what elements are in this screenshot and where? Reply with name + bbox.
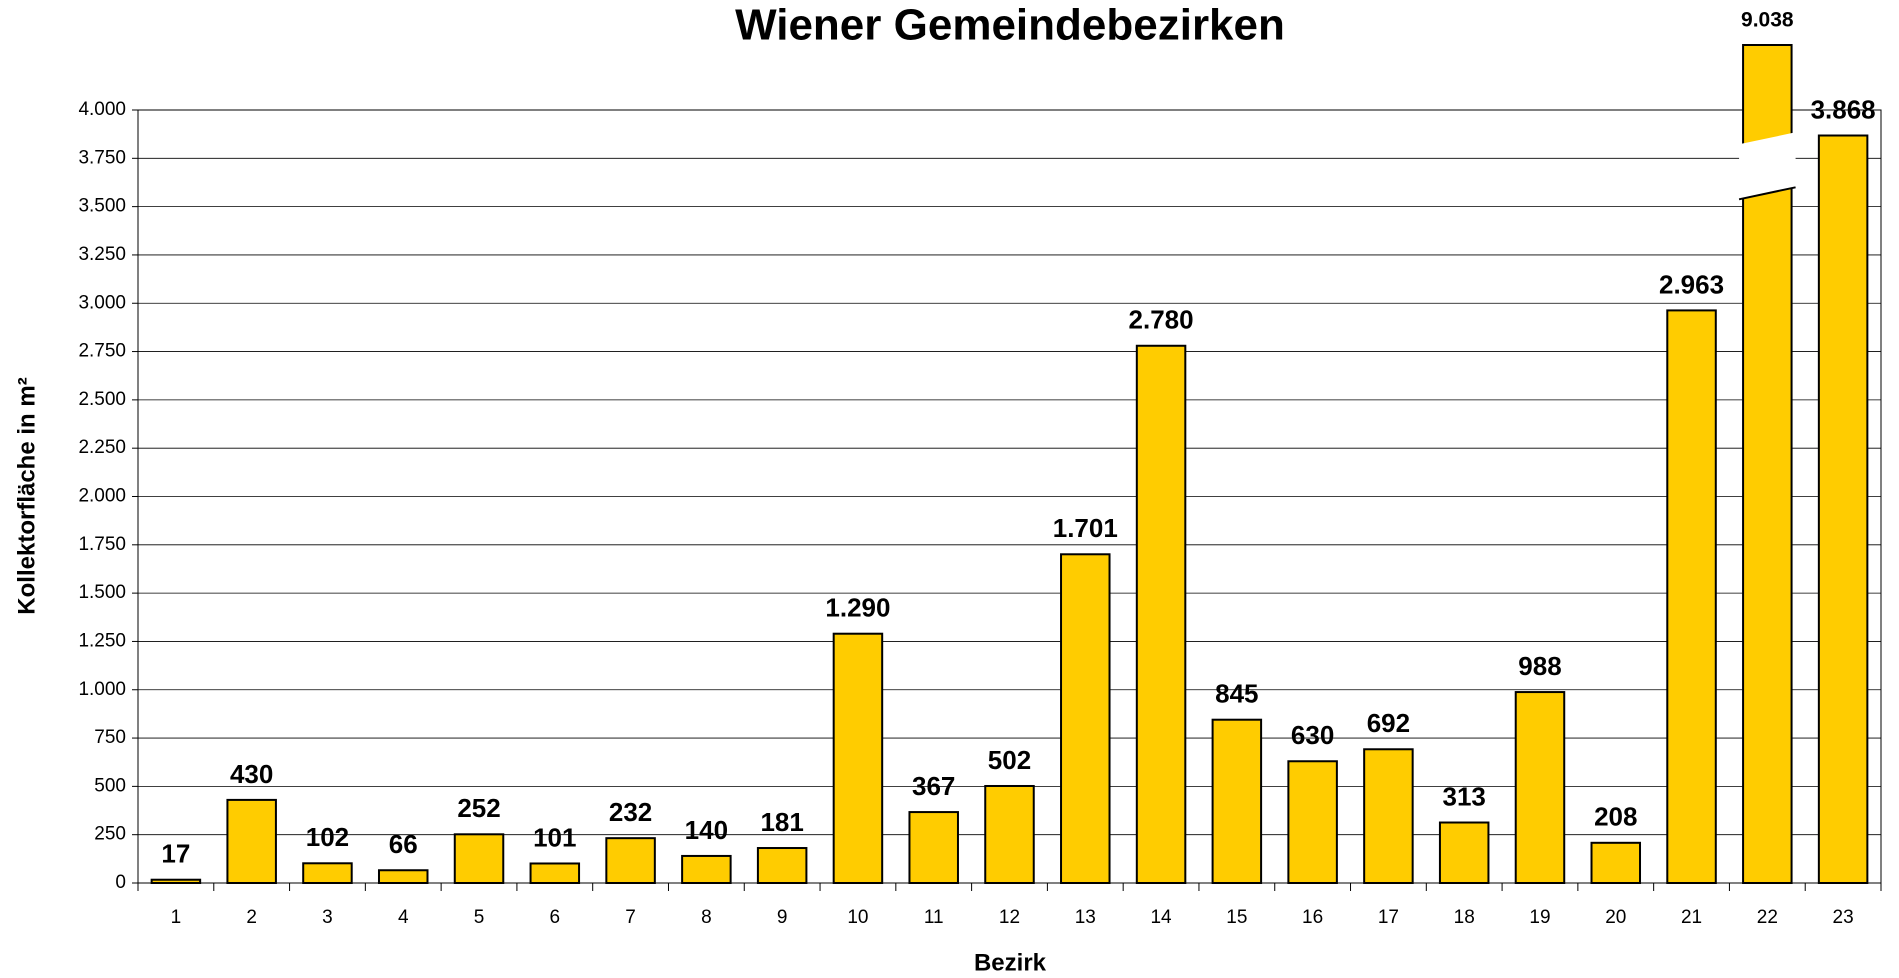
bar bbox=[832, 632, 884, 885]
bar bbox=[1666, 309, 1717, 884]
x-tick-label: 20 bbox=[1605, 907, 1626, 928]
y-axis-label: Kollektorfläche in m² bbox=[13, 377, 40, 614]
y-tick-label: 3.250 bbox=[78, 244, 126, 265]
x-tick-label: 22 bbox=[1757, 907, 1778, 928]
value-label: 988 bbox=[1518, 651, 1561, 681]
x-tick-label: 1 bbox=[171, 907, 182, 928]
bar bbox=[1211, 718, 1263, 884]
bar bbox=[681, 854, 732, 885]
bar bbox=[1363, 748, 1414, 884]
bar bbox=[1590, 841, 1642, 885]
x-tick-label: 8 bbox=[701, 907, 712, 928]
y-tick-label: 1.250 bbox=[78, 630, 126, 651]
bar bbox=[226, 798, 277, 885]
value-label: 140 bbox=[685, 815, 728, 845]
y-tick-label: 750 bbox=[94, 727, 126, 748]
x-tick-label: 19 bbox=[1529, 907, 1550, 928]
bar bbox=[1514, 691, 1566, 884]
x-tick-label: 11 bbox=[924, 907, 944, 928]
x-tick-label: 13 bbox=[1075, 907, 1096, 928]
x-tick-label: 3 bbox=[322, 907, 333, 928]
y-tick-label: 250 bbox=[94, 824, 126, 845]
bar bbox=[529, 862, 581, 884]
bar bbox=[453, 833, 505, 885]
value-label: 9.038 bbox=[1741, 9, 1794, 32]
bar bbox=[605, 837, 656, 885]
bar bbox=[150, 878, 202, 884]
value-label: 208 bbox=[1594, 802, 1637, 832]
x-tick-label: 10 bbox=[847, 907, 868, 928]
axis-break bbox=[1739, 132, 1796, 200]
value-label: 181 bbox=[760, 807, 803, 837]
y-tick-label: 1.750 bbox=[78, 534, 126, 555]
x-tick-label: 4 bbox=[398, 907, 409, 928]
value-label: 630 bbox=[1291, 720, 1334, 750]
y-tick-label: 3.000 bbox=[78, 292, 126, 313]
bar bbox=[1135, 344, 1187, 884]
bar bbox=[377, 869, 429, 884]
bar bbox=[1817, 134, 1869, 885]
y-tick-label: 3.750 bbox=[78, 147, 126, 168]
y-tick-label: 2.500 bbox=[78, 389, 126, 410]
x-tick-label: 21 bbox=[1681, 907, 1702, 928]
x-tick-label: 23 bbox=[1833, 907, 1854, 928]
x-tick-label: 16 bbox=[1302, 907, 1323, 928]
value-label: 2.963 bbox=[1659, 269, 1724, 299]
value-label: 2.780 bbox=[1129, 305, 1194, 335]
x-tick-label: 15 bbox=[1226, 907, 1247, 928]
y-tick-label: 2.250 bbox=[78, 437, 126, 458]
value-label: 502 bbox=[988, 745, 1031, 775]
value-label: 252 bbox=[457, 793, 500, 823]
value-label: 692 bbox=[1367, 708, 1410, 738]
x-tick-label: 17 bbox=[1378, 907, 1399, 928]
y-tick-label: 4.000 bbox=[78, 99, 126, 120]
y-tick-label: 500 bbox=[94, 775, 126, 796]
x-tick-label: 6 bbox=[550, 907, 561, 928]
x-tick-label: 7 bbox=[625, 907, 636, 928]
value-label: 101 bbox=[533, 822, 576, 852]
value-label: 845 bbox=[1215, 679, 1258, 709]
value-label: 1.701 bbox=[1053, 513, 1118, 543]
bar bbox=[1287, 760, 1338, 884]
x-tick-label: 5 bbox=[474, 907, 485, 928]
bar bbox=[756, 847, 808, 884]
x-axis-label: Bezirk bbox=[974, 949, 1047, 976]
value-label: 17 bbox=[161, 839, 190, 869]
x-tick-label: 18 bbox=[1454, 907, 1475, 928]
x-tick-label: 14 bbox=[1150, 907, 1172, 928]
y-tick-label: 0 bbox=[115, 872, 126, 893]
bar bbox=[1060, 553, 1111, 884]
chart-title: Wiener Gemeindebezirken bbox=[735, 1, 1285, 50]
bar bbox=[302, 862, 353, 885]
bar bbox=[984, 784, 1035, 885]
x-tick-label: 2 bbox=[246, 907, 257, 928]
value-label: 66 bbox=[389, 829, 418, 859]
y-tick-label: 1.000 bbox=[78, 679, 126, 700]
value-label: 1.290 bbox=[825, 593, 890, 623]
bar bbox=[1438, 821, 1490, 885]
value-label: 430 bbox=[230, 759, 273, 789]
y-tick-label: 3.500 bbox=[78, 196, 126, 217]
axis-break-line bbox=[1738, 186, 1796, 201]
value-label: 3.868 bbox=[1811, 94, 1876, 124]
bar bbox=[908, 811, 959, 885]
y-tick-label: 2.000 bbox=[78, 486, 126, 507]
x-tick-label: 12 bbox=[999, 907, 1020, 928]
y-tick-label: 2.750 bbox=[78, 341, 126, 362]
value-label: 367 bbox=[912, 771, 955, 801]
value-label: 102 bbox=[306, 822, 349, 852]
value-label: 313 bbox=[1443, 781, 1486, 811]
value-label: 232 bbox=[609, 797, 652, 827]
x-tick-label: 9 bbox=[777, 907, 788, 928]
y-tick-label: 1.500 bbox=[78, 582, 126, 603]
